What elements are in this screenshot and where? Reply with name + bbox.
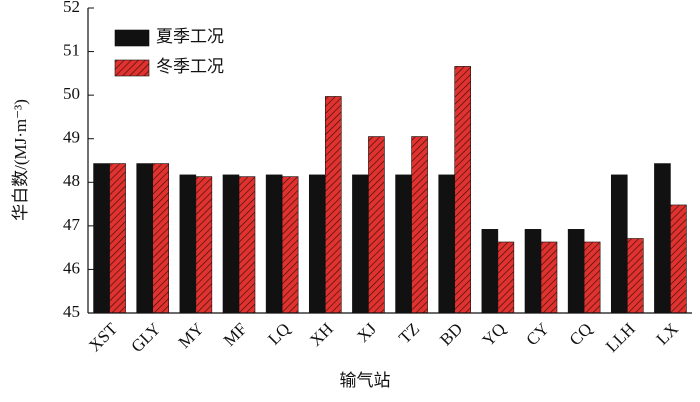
bar bbox=[222, 174, 240, 314]
bar bbox=[524, 229, 542, 314]
y-tick-label: 46 bbox=[63, 258, 80, 277]
bar bbox=[438, 174, 456, 314]
bar bbox=[352, 174, 369, 314]
y-tick-label: 49 bbox=[63, 128, 80, 147]
x-tick-label: LLH bbox=[602, 319, 639, 356]
y-axis-title: 华白数/(MJ·m⁻³) bbox=[11, 99, 30, 221]
bar bbox=[281, 176, 299, 314]
legend-swatch bbox=[114, 59, 150, 77]
bar bbox=[654, 163, 671, 314]
x-axis-title: 输气站 bbox=[340, 371, 391, 390]
x-tick-label: XJ bbox=[353, 319, 380, 346]
bar bbox=[109, 163, 126, 314]
bar bbox=[179, 174, 197, 314]
legend-label: 冬季工况 bbox=[156, 57, 224, 76]
y-tick-label: 47 bbox=[63, 215, 81, 234]
bar bbox=[567, 229, 585, 314]
y-tick-label: 50 bbox=[63, 84, 80, 103]
bar bbox=[540, 241, 558, 314]
bar bbox=[626, 238, 644, 314]
bar bbox=[324, 96, 342, 314]
bar bbox=[583, 241, 601, 314]
x-tick-label: MY bbox=[175, 319, 208, 352]
bar bbox=[265, 174, 283, 314]
x-tick-label: GLY bbox=[127, 319, 164, 356]
y-tick-label: 48 bbox=[63, 171, 80, 190]
x-tick-label: BD bbox=[436, 319, 466, 349]
bar bbox=[195, 176, 213, 314]
x-tick-label: CY bbox=[522, 319, 552, 349]
bar bbox=[610, 174, 628, 314]
bar bbox=[481, 229, 499, 314]
legend-swatch bbox=[114, 29, 150, 47]
x-tick-label: LQ bbox=[264, 319, 293, 348]
bar bbox=[93, 163, 110, 314]
bar bbox=[238, 176, 256, 314]
bar bbox=[136, 163, 154, 314]
bar bbox=[308, 174, 326, 314]
bar bbox=[670, 204, 687, 314]
x-tick-label: XH bbox=[306, 319, 337, 350]
y-tick-label: 52 bbox=[63, 0, 80, 16]
y-tick-label: 51 bbox=[63, 40, 80, 59]
x-tick-label: XST bbox=[85, 319, 122, 356]
x-tick-label: TZ bbox=[395, 319, 423, 347]
x-tick-label: LX bbox=[653, 319, 682, 348]
legend-label: 夏季工况 bbox=[156, 27, 224, 46]
bar bbox=[395, 174, 412, 314]
x-tick-label: MF bbox=[220, 319, 251, 350]
x-tick-label: YQ bbox=[479, 319, 510, 350]
bar bbox=[497, 241, 515, 314]
x-tick-label: CQ bbox=[566, 319, 596, 349]
bar bbox=[152, 163, 170, 314]
bar bbox=[368, 136, 385, 314]
bar bbox=[411, 136, 428, 314]
bar bbox=[454, 66, 472, 314]
y-tick-label: 45 bbox=[63, 302, 80, 321]
